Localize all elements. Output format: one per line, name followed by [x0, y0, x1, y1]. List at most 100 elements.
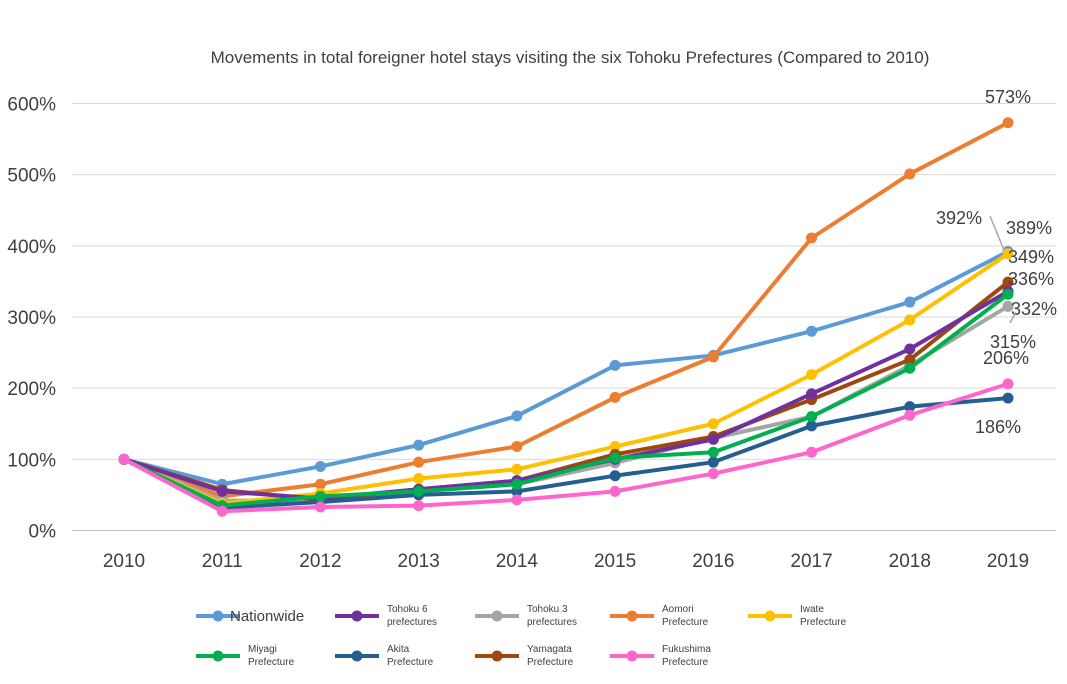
legend-swatch-marker	[212, 650, 224, 662]
series-line-akita	[122, 396, 1010, 510]
data-point-tohoku6	[216, 485, 228, 497]
legend-item-yamagata: Yamagata Prefecture	[475, 644, 574, 668]
legend-label: Prefecture	[387, 657, 434, 668]
data-point-nationwide	[314, 460, 326, 472]
legend-item-miyagi: Miyagi Prefecture	[196, 644, 295, 668]
legend-label: Prefecture	[662, 657, 709, 668]
data-point-aomori	[609, 391, 621, 403]
data-label-nationwide: 392%	[936, 208, 982, 228]
legend-label: Prefecture	[248, 657, 295, 668]
data-point-nationwide	[511, 410, 523, 422]
legend-label: Iwate	[800, 604, 824, 615]
data-point-miyagi	[609, 452, 621, 464]
legend-item-iwate: Iwate Prefecture	[748, 604, 847, 628]
data-point-aomori	[314, 478, 326, 490]
y-tick-label: 600%	[7, 95, 56, 116]
series-line-miyagi	[122, 292, 1010, 508]
x-tick-label: 2018	[889, 551, 931, 572]
data-point-akita	[707, 456, 719, 468]
x-tick-label: 2010	[103, 551, 145, 572]
data-label-tohoku6: 336%	[1008, 269, 1054, 289]
legend-swatch-marker	[351, 650, 363, 662]
legend-item-aomori: Aomori Prefecture	[610, 604, 709, 628]
data-point-aomori	[806, 232, 818, 244]
x-tick-label: 2011	[202, 551, 243, 572]
data-point-miyagi	[904, 362, 916, 374]
legend-swatch-marker	[626, 650, 638, 662]
data-point-nationwide	[609, 359, 621, 371]
data-label-tohoku3: 315%	[990, 332, 1036, 352]
data-point-miyagi	[511, 478, 523, 490]
data-point-miyagi	[707, 446, 719, 458]
data-point-miyagi	[413, 485, 425, 497]
data-point-tohoku6	[707, 433, 719, 445]
x-tick-label: 2017	[790, 551, 832, 572]
legend-swatch-marker	[626, 610, 638, 622]
legend-swatch-marker	[764, 610, 776, 622]
series-fukushima	[118, 378, 1014, 517]
legend-swatch-marker	[491, 610, 503, 622]
legend-label: Prefecture	[527, 657, 574, 668]
annotations: 573% 392% 389% 349%336% 332% 315%206% 186%	[936, 87, 1057, 437]
legend-label: Tohoku 6	[387, 604, 428, 615]
series-line-iwate	[122, 251, 1010, 506]
data-point-miyagi	[806, 411, 818, 423]
data-point-iwate	[511, 463, 523, 475]
legend-label: Akita	[387, 644, 410, 655]
data-point-iwate	[609, 441, 621, 453]
y-tick-label: 200%	[7, 379, 56, 400]
data-point-tohoku6	[806, 388, 818, 400]
data-label-fukushima: 206%	[983, 348, 1029, 368]
series-tohoku3	[118, 300, 1014, 507]
y-tick-label: 500%	[7, 166, 56, 187]
y-axis: 0% 100% 200% 300% 400% 500% 600%	[7, 95, 56, 543]
data-point-fukushima	[609, 485, 621, 497]
data-point-fukushima	[118, 453, 130, 465]
legend-item-tohoku6: Tohoku 6 prefectures	[335, 604, 437, 628]
legend-label: Prefecture	[800, 617, 847, 628]
chart-title: Movements in total foreigner hotel stays…	[211, 48, 930, 67]
data-point-iwate	[806, 369, 818, 381]
data-point-fukushima	[707, 468, 719, 480]
x-tick-label: 2012	[299, 551, 341, 572]
data-point-tohoku6	[904, 343, 916, 355]
legend-label: Prefecture	[662, 617, 709, 628]
data-point-nationwide	[413, 439, 425, 451]
data-point-aomori	[1002, 117, 1014, 129]
data-point-fukushima	[904, 409, 916, 421]
data-point-aomori	[413, 456, 425, 468]
legend-label: Yamagata	[527, 644, 572, 655]
data-point-tohoku3	[1002, 300, 1014, 312]
legend-swatch-marker	[351, 610, 363, 622]
data-point-aomori	[511, 441, 523, 453]
legend-item-nationwide: Nationwide	[196, 608, 304, 625]
data-point-yamagata	[1002, 276, 1014, 288]
data-point-akita	[609, 470, 621, 482]
legend-label: Tohoku 3	[527, 604, 568, 615]
annotation-leader	[1009, 311, 1017, 324]
x-tick-label: 2016	[692, 551, 734, 572]
data-point-fukushima	[511, 494, 523, 506]
series-line-aomori	[122, 120, 1010, 499]
legend-item-fukushima: Fukushima Prefecture	[610, 644, 711, 668]
series-line-nationwide	[122, 249, 1010, 487]
data-point-akita	[806, 420, 818, 432]
data-point-akita	[1002, 392, 1014, 404]
data-point-iwate	[707, 418, 719, 430]
data-point-aomori	[707, 351, 719, 363]
data-label-akita: 186%	[975, 417, 1021, 437]
x-axis: 2010 2011 2012 2013 2014 2015 2016 2017 2018 2019	[103, 551, 1029, 572]
data-point-miyagi	[1002, 288, 1014, 300]
y-tick-label: 400%	[7, 237, 56, 258]
data-point-yamagata	[904, 354, 916, 366]
legend-label: prefectures	[527, 617, 577, 628]
data-point-fukushima	[413, 500, 425, 512]
data-point-iwate	[1002, 248, 1014, 260]
data-label-iwate: 389%	[1006, 218, 1052, 238]
y-tick-label: 300%	[7, 308, 56, 329]
data-label-aomori: 573%	[985, 87, 1031, 107]
legend-label: Nationwide	[230, 608, 304, 625]
legend-swatch-marker	[212, 610, 224, 622]
data-point-fukushima	[806, 446, 818, 458]
